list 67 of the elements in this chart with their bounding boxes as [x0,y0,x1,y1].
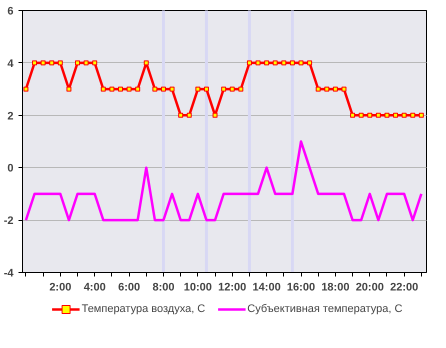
line-series [24,140,423,222]
point [195,86,200,92]
point [290,60,295,66]
point [170,86,175,92]
point [178,112,184,118]
point [418,112,424,118]
point [160,86,166,92]
point [393,112,398,118]
point [332,86,338,92]
point [212,112,218,118]
point [204,86,209,92]
x-tick-label: 18:00 [321,282,350,294]
point [367,112,372,118]
point [144,60,149,66]
point [272,60,278,66]
x-tick-label: 4:00 [84,282,106,294]
point [341,86,346,92]
point [246,60,252,66]
point [281,60,286,66]
point [316,86,321,92]
x-tick-label: 6:00 [118,282,140,294]
point [49,60,54,66]
x-tick-label: 20:00 [356,282,384,294]
x-tick-label: 14:00 [252,282,281,294]
y-tick-label: 0 [7,162,14,175]
point [75,60,80,66]
y-tick-label: 2 [7,110,14,122]
point [402,112,407,118]
point [238,86,244,92]
point [135,86,140,92]
y-tick-label: -4 [4,268,14,280]
point [58,60,63,66]
x-tick-label: 10:00 [184,282,212,294]
point [298,60,304,66]
point [100,86,106,92]
point [32,60,38,66]
point [221,86,226,92]
point [152,86,158,92]
point [92,60,98,66]
x-tick-label: 22:00 [390,282,418,294]
point [118,86,123,92]
x-tick-label: 16:00 [286,282,316,294]
y-tick-label: -2 [4,215,14,228]
point [324,86,330,92]
point [358,112,364,118]
point [23,86,28,92]
point [186,112,192,118]
point [264,60,270,66]
point [40,60,46,66]
point [307,60,312,66]
y-tick-label: 4 [7,58,14,70]
point [256,60,261,66]
y-tick-label: 6 [7,6,14,18]
point [410,112,416,118]
point [84,60,89,66]
x-tick-label: 2:00 [49,282,72,294]
point [230,86,235,92]
point [376,112,381,118]
point [126,86,132,92]
point [66,86,72,92]
x-tick-label: 8:00 [152,282,174,294]
point [109,86,114,92]
legend-label: Субъективная температура, С [247,303,402,315]
point [350,112,356,118]
point [384,112,390,118]
legend-label: Температура воздуха, С [82,303,206,315]
x-tick-label: 12:00 [218,282,246,294]
